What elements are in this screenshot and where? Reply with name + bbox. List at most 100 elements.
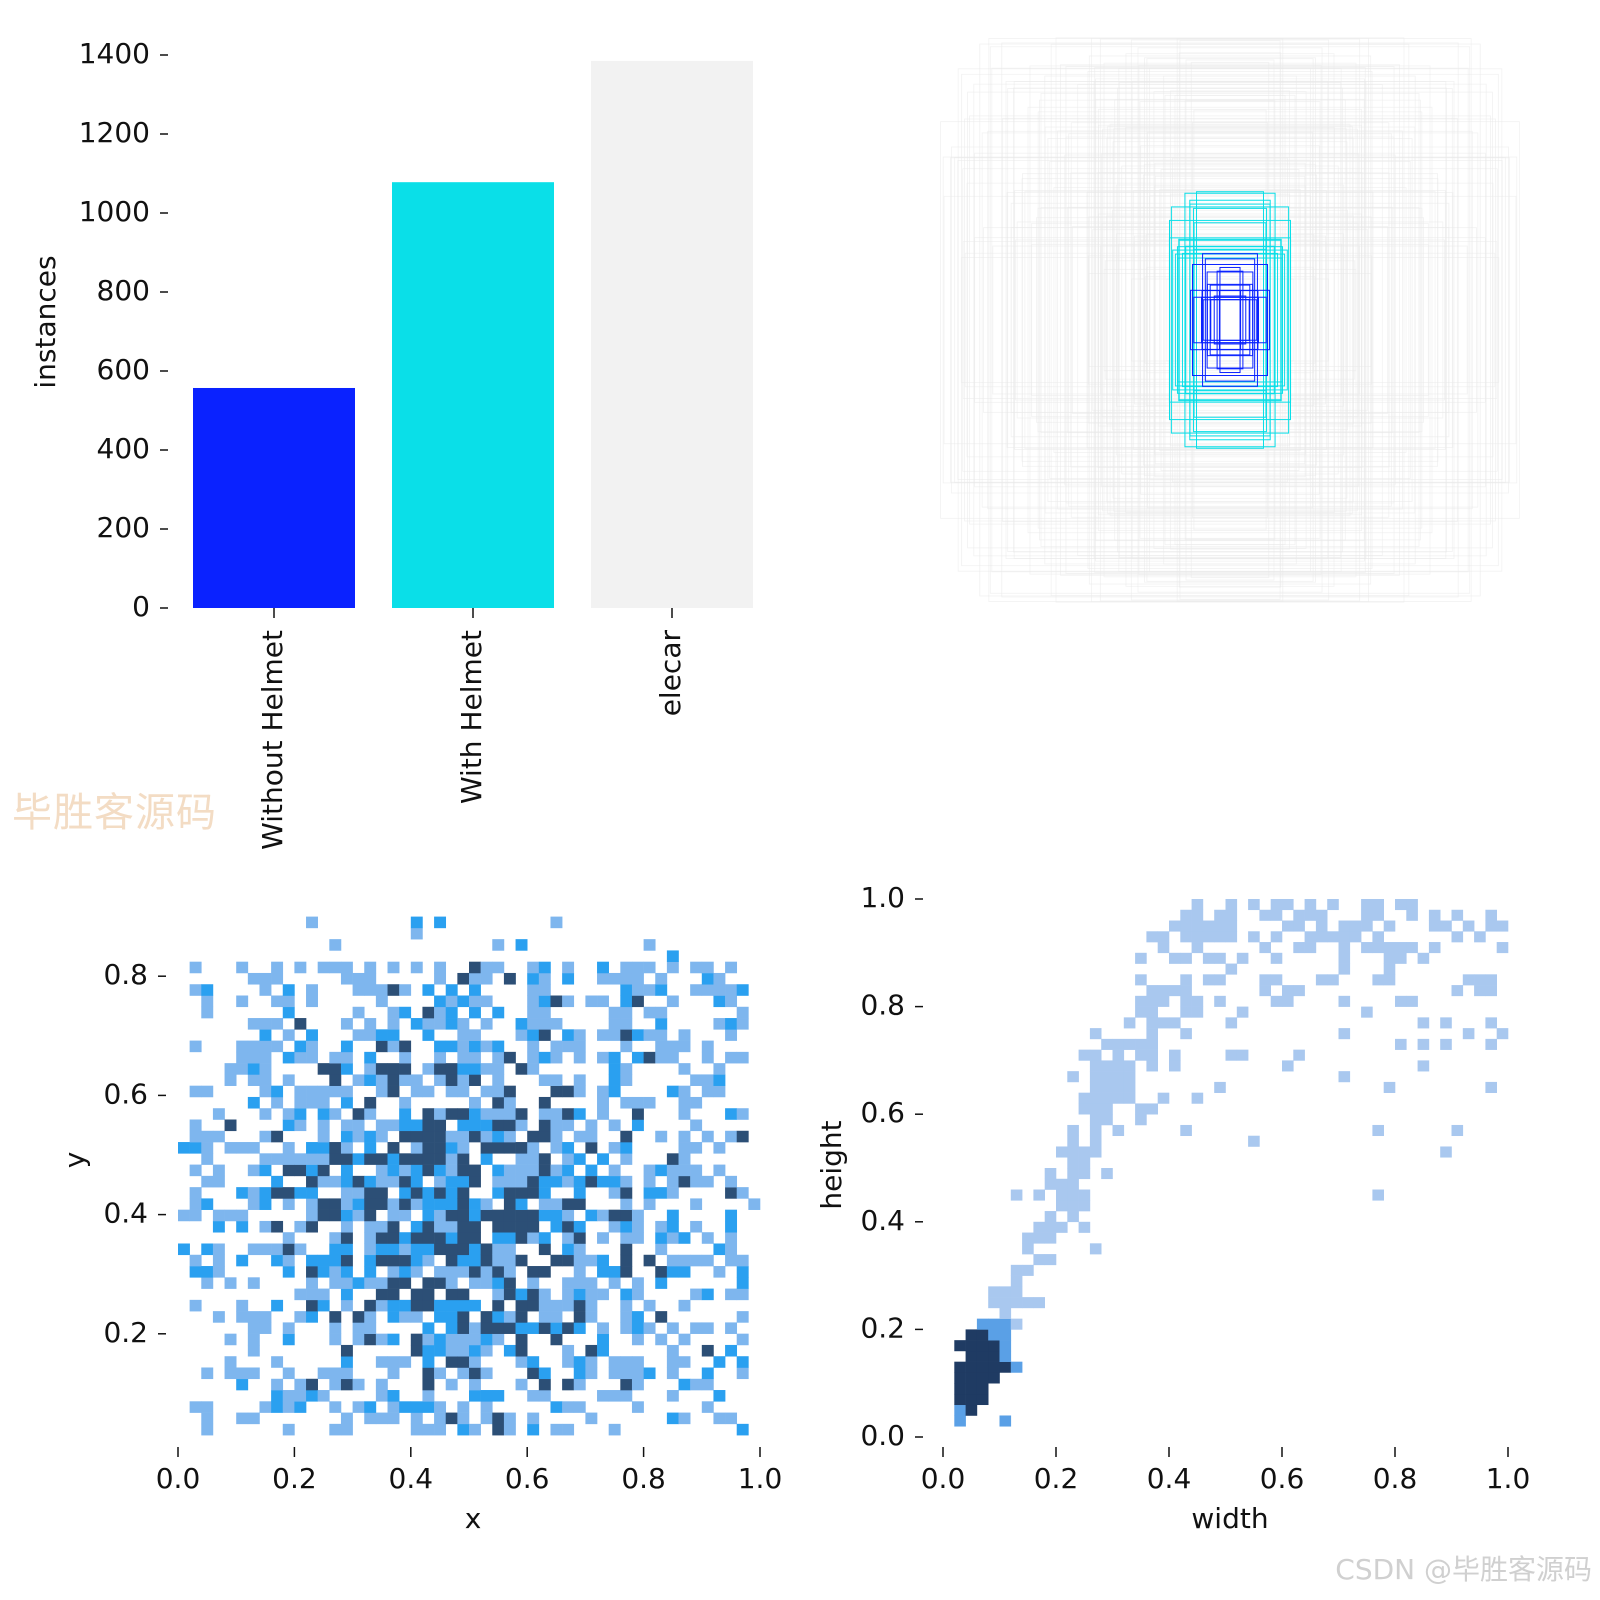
xy-cell xyxy=(597,1029,609,1041)
xy-cell xyxy=(329,1142,342,1154)
xy-cell xyxy=(364,984,377,996)
xy-cell xyxy=(469,1299,481,1312)
elecar-box xyxy=(966,182,1494,458)
xy-cell xyxy=(527,1006,540,1019)
xy-cell xyxy=(678,1063,691,1075)
xy-cell xyxy=(457,1142,470,1154)
xy-cell xyxy=(259,1322,272,1334)
xy-cell xyxy=(620,1018,633,1030)
xy-cell xyxy=(410,916,423,929)
wh-cell xyxy=(965,1329,978,1341)
xy-cell xyxy=(597,1153,609,1165)
wh-cell xyxy=(1146,1060,1158,1072)
xy-cell xyxy=(364,1108,377,1120)
xy-cell xyxy=(445,1018,458,1030)
elecar-box xyxy=(1133,190,1327,450)
xy-cell xyxy=(469,1175,481,1188)
xy-cell xyxy=(259,984,272,996)
wh-cell xyxy=(1214,931,1226,943)
xy-cell xyxy=(329,1254,342,1267)
xy-cell xyxy=(224,1142,237,1154)
x-tick-label: 0.6 xyxy=(505,1462,550,1495)
wh-cell xyxy=(1338,942,1351,954)
xy-cell xyxy=(527,1209,540,1222)
xy-cell xyxy=(527,1164,540,1177)
xy-cell xyxy=(527,1040,540,1053)
xy-cell xyxy=(701,1232,714,1244)
wh-cell xyxy=(1123,1092,1136,1104)
wh-cell xyxy=(1225,931,1238,943)
wh-cell xyxy=(1191,899,1204,911)
xy-cell xyxy=(562,1040,575,1053)
wh-cell xyxy=(1406,899,1418,911)
xy-cell xyxy=(550,1108,563,1120)
xy-cell xyxy=(573,1074,586,1086)
xy-cell xyxy=(573,1356,586,1368)
xy-cell xyxy=(503,1085,516,1098)
xy-cell xyxy=(212,1311,225,1323)
y-tick-label: 0.6 xyxy=(860,1096,905,1129)
xy-cell xyxy=(597,1108,609,1120)
xy-cell xyxy=(410,1333,423,1346)
xy-cell xyxy=(469,995,481,1008)
wh-cell xyxy=(1259,909,1271,921)
xy-cell xyxy=(538,1367,551,1380)
xy-cell xyxy=(643,1006,656,1019)
xy-cell xyxy=(515,1142,528,1154)
wh-cell xyxy=(1180,974,1192,986)
xy-cell xyxy=(410,1243,423,1256)
xy-cell xyxy=(387,961,400,974)
xy-cell xyxy=(562,1288,575,1301)
xy-cell xyxy=(631,1119,644,1132)
elecar-box xyxy=(1133,235,1327,405)
xy-cell xyxy=(550,1209,563,1222)
xy-cell xyxy=(399,1119,412,1132)
wh-cell xyxy=(1044,1232,1057,1244)
xy-cell xyxy=(643,984,656,996)
xy-cell xyxy=(585,1209,598,1222)
elecar-box xyxy=(1021,178,1439,462)
xy-cell xyxy=(701,1074,714,1086)
xy-cell xyxy=(422,1029,435,1041)
wh-cell xyxy=(1089,1071,1102,1083)
xy-cell xyxy=(410,1142,423,1154)
wh-cell xyxy=(965,1340,978,1352)
y-tick-label: 1200 xyxy=(79,116,150,149)
xy-cell xyxy=(655,1311,668,1323)
xy-cell xyxy=(271,1085,284,1098)
wh-cell xyxy=(1372,931,1384,943)
xy-cell xyxy=(364,1243,377,1256)
wh-cell xyxy=(1440,1146,1452,1158)
xy-cell xyxy=(399,1074,412,1086)
xy-cell xyxy=(457,1333,470,1346)
wh-cell xyxy=(1248,931,1260,943)
xy-cell xyxy=(306,1209,318,1222)
xy-cell xyxy=(573,1311,586,1323)
wh-cell xyxy=(1078,1168,1091,1180)
wh-cell xyxy=(1372,909,1384,921)
wh-cell xyxy=(1485,985,1497,997)
xy-cell xyxy=(364,1029,377,1041)
without-helmet-box xyxy=(1218,289,1242,351)
elecar-box xyxy=(1016,221,1444,419)
with-helmet-box xyxy=(1177,257,1283,383)
xy-cell xyxy=(480,1153,493,1165)
wh-cell xyxy=(1406,909,1418,921)
xy-cell xyxy=(410,1085,423,1098)
xy-cell xyxy=(492,1108,505,1120)
xy-cell xyxy=(294,1119,307,1132)
xy-cell xyxy=(527,1029,540,1041)
wh-cell xyxy=(1067,1168,1079,1180)
x-axis-label: x xyxy=(465,1502,482,1535)
xy-cell xyxy=(259,1164,272,1177)
xy-cell xyxy=(620,984,633,996)
wh-cell xyxy=(1451,985,1464,997)
xy-cell xyxy=(527,995,540,1008)
xy-cell xyxy=(585,1119,598,1132)
wh-cell xyxy=(1010,1286,1023,1298)
xy-cell xyxy=(259,1040,272,1053)
xy-cell xyxy=(434,961,447,974)
xy-cell xyxy=(469,1243,481,1256)
xy-cell xyxy=(725,1344,738,1357)
xy-heatmap-panel: 0.0 0.2 0.4 0.6 0.8 1.00.20.40.60.8xy xyxy=(58,916,782,1535)
